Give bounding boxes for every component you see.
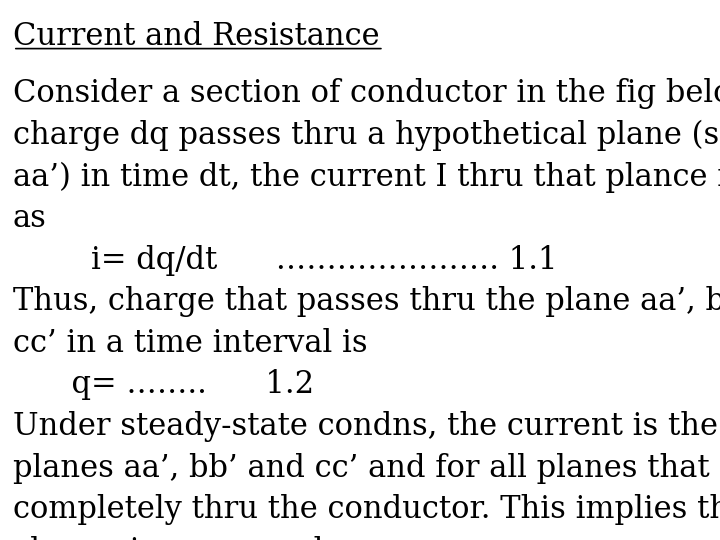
Text: Under steady-state condns, the current is the same for: Under steady-state condns, the current i…	[13, 411, 720, 442]
Text: Consider a section of conductor in the fig below. If: Consider a section of conductor in the f…	[13, 78, 720, 109]
Text: aa’) in time dt, the current I thru that plance is defined: aa’) in time dt, the current I thru that…	[13, 161, 720, 193]
Text: charge is conserved.: charge is conserved.	[13, 536, 333, 540]
Text: i= dq/dt      …………………. 1.1: i= dq/dt …………………. 1.1	[13, 245, 557, 275]
Text: Thus, charge that passes thru the plane aa’, bb’ and: Thus, charge that passes thru the plane …	[13, 286, 720, 317]
Text: q= ……..      1.2: q= …….. 1.2	[13, 369, 314, 400]
Text: planes aa’, bb’ and cc’ and for all planes that pass: planes aa’, bb’ and cc’ and for all plan…	[13, 453, 720, 483]
Text: Current and Resistance: Current and Resistance	[13, 21, 379, 51]
Text: cc’ in a time interval is: cc’ in a time interval is	[13, 328, 368, 359]
Text: charge dq passes thru a hypothetical plane (such as: charge dq passes thru a hypothetical pla…	[13, 120, 720, 151]
Text: completely thru the conductor. This implies that the: completely thru the conductor. This impl…	[13, 494, 720, 525]
Text: as: as	[13, 203, 47, 234]
